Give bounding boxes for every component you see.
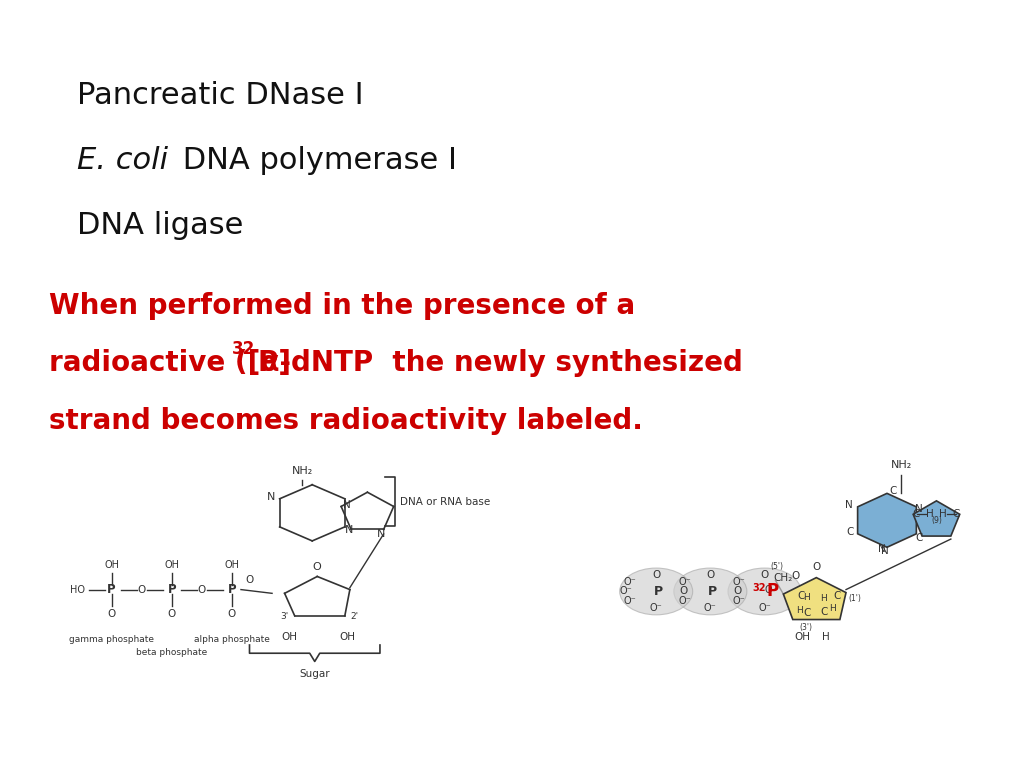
Text: C: C (833, 591, 841, 601)
Text: H: H (822, 631, 829, 641)
Text: O: O (707, 570, 715, 580)
Text: C: C (889, 486, 896, 496)
Polygon shape (783, 578, 846, 620)
Text: (9): (9) (931, 516, 942, 525)
Text: H: H (820, 594, 826, 604)
Text: P: P (709, 585, 717, 598)
Text: DNA polymerase I: DNA polymerase I (173, 146, 457, 175)
Text: alpha phosphate: alpha phosphate (194, 634, 270, 644)
Text: O: O (791, 571, 800, 581)
Text: beta phosphate: beta phosphate (136, 647, 207, 657)
Text: H: H (926, 509, 934, 519)
Text: N: N (881, 546, 889, 556)
Text: gamma phosphate: gamma phosphate (69, 634, 154, 644)
Polygon shape (913, 501, 959, 536)
Text: C: C (847, 527, 854, 537)
Text: 2': 2' (351, 612, 359, 621)
Text: O⁻: O⁻ (678, 577, 691, 587)
Text: O: O (761, 570, 769, 580)
Text: O⁻: O⁻ (678, 596, 691, 606)
Text: C: C (952, 509, 961, 519)
Text: radioactive ([α-: radioactive ([α- (49, 349, 291, 377)
Text: O⁻: O⁻ (620, 587, 632, 597)
Text: H: H (939, 509, 947, 519)
Text: N: N (266, 492, 274, 502)
Text: (5'): (5') (771, 562, 783, 571)
Text: O: O (679, 587, 687, 597)
Ellipse shape (674, 568, 746, 615)
Text: O: O (198, 584, 206, 594)
Text: H: H (797, 606, 803, 614)
Text: O⁻: O⁻ (624, 596, 637, 606)
Text: NH₂: NH₂ (292, 466, 312, 476)
Ellipse shape (728, 568, 801, 615)
Text: N: N (377, 529, 385, 539)
Text: 3': 3' (281, 612, 289, 621)
Text: O: O (313, 562, 322, 572)
Text: O: O (652, 570, 660, 580)
Text: O: O (246, 575, 254, 585)
Text: Pancreatic DNase I: Pancreatic DNase I (77, 81, 364, 110)
Text: O: O (764, 584, 772, 594)
Text: O⁻: O⁻ (758, 603, 771, 613)
Text: O: O (168, 609, 176, 619)
Text: P]dNTP  the newly synthesized: P]dNTP the newly synthesized (258, 349, 743, 377)
Text: P: P (767, 581, 779, 600)
Text: (1'): (1') (848, 594, 861, 604)
Text: C: C (915, 532, 923, 542)
Text: O: O (137, 584, 145, 594)
Text: Sugar: Sugar (299, 669, 330, 679)
Text: C: C (820, 607, 828, 617)
Text: H: H (829, 604, 837, 613)
Text: O⁻: O⁻ (650, 603, 663, 613)
Text: O: O (812, 561, 820, 571)
Text: O⁻: O⁻ (703, 603, 717, 613)
Text: N: N (343, 500, 351, 510)
Text: O: O (108, 609, 116, 619)
Text: strand becomes radioactivity labeled.: strand becomes radioactivity labeled. (49, 407, 643, 435)
Text: N: N (914, 504, 923, 514)
Text: P: P (167, 583, 176, 596)
Text: OH: OH (795, 631, 810, 641)
Text: DNA ligase: DNA ligase (77, 211, 243, 240)
Text: DNA or RNA base: DNA or RNA base (400, 497, 490, 507)
Text: O⁻: O⁻ (624, 577, 637, 587)
Text: P: P (108, 583, 116, 596)
Text: O: O (227, 609, 237, 619)
Text: OH: OH (164, 560, 179, 570)
Text: NH₂: NH₂ (891, 460, 911, 470)
Text: P: P (654, 585, 664, 598)
Text: 32: 32 (752, 584, 766, 594)
Text: E. coli: E. coli (77, 146, 168, 175)
Text: N: N (345, 525, 353, 535)
Text: OH: OH (282, 631, 298, 641)
Text: OH: OH (339, 631, 355, 641)
Text: OH: OH (224, 560, 240, 570)
Polygon shape (858, 493, 916, 548)
Text: C: C (912, 509, 921, 519)
Text: HO: HO (71, 584, 85, 594)
Text: N: N (845, 500, 853, 510)
Text: C: C (797, 591, 805, 601)
Text: CH₂: CH₂ (774, 574, 793, 584)
Text: 32: 32 (231, 340, 255, 358)
Text: N: N (879, 545, 886, 554)
Text: O⁻: O⁻ (732, 577, 745, 587)
Text: (3'): (3') (799, 623, 812, 631)
Text: O: O (733, 587, 741, 597)
Text: When performed in the presence of a: When performed in the presence of a (49, 292, 635, 319)
Ellipse shape (620, 568, 692, 615)
Text: H: H (804, 594, 810, 602)
Text: O⁻: O⁻ (732, 596, 745, 606)
Text: C: C (803, 607, 811, 617)
Text: P: P (227, 583, 237, 596)
Text: OH: OH (104, 560, 119, 570)
